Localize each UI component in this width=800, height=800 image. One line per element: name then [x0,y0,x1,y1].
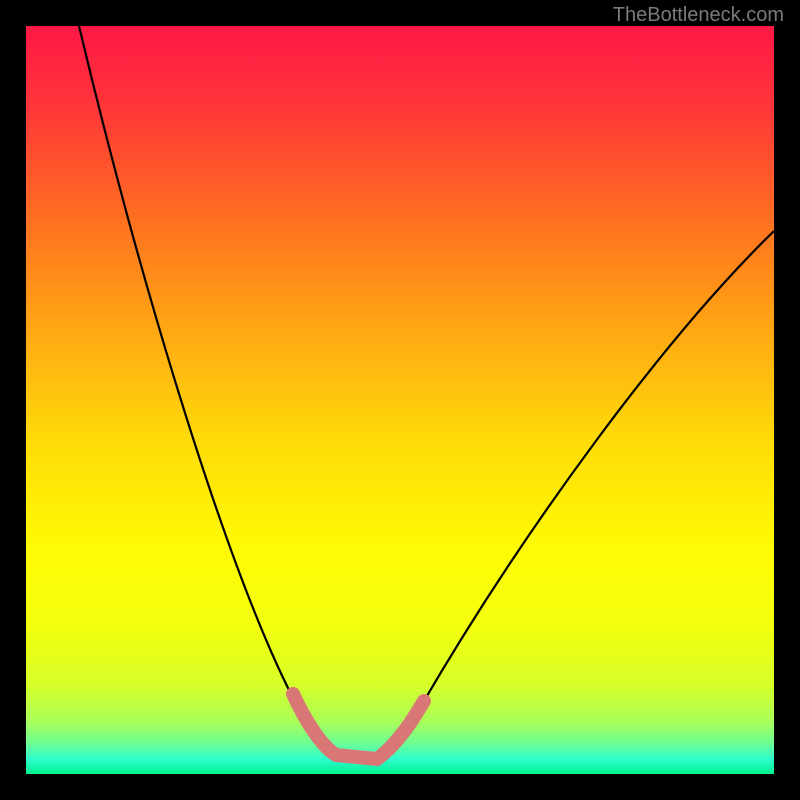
bottleneck-curve-overlay [293,694,424,759]
chart-curves-layer [26,26,774,774]
watermark-text: TheBottleneck.com [613,4,784,27]
bottleneck-curve-main [79,26,774,760]
chart-plot-area [26,26,774,774]
